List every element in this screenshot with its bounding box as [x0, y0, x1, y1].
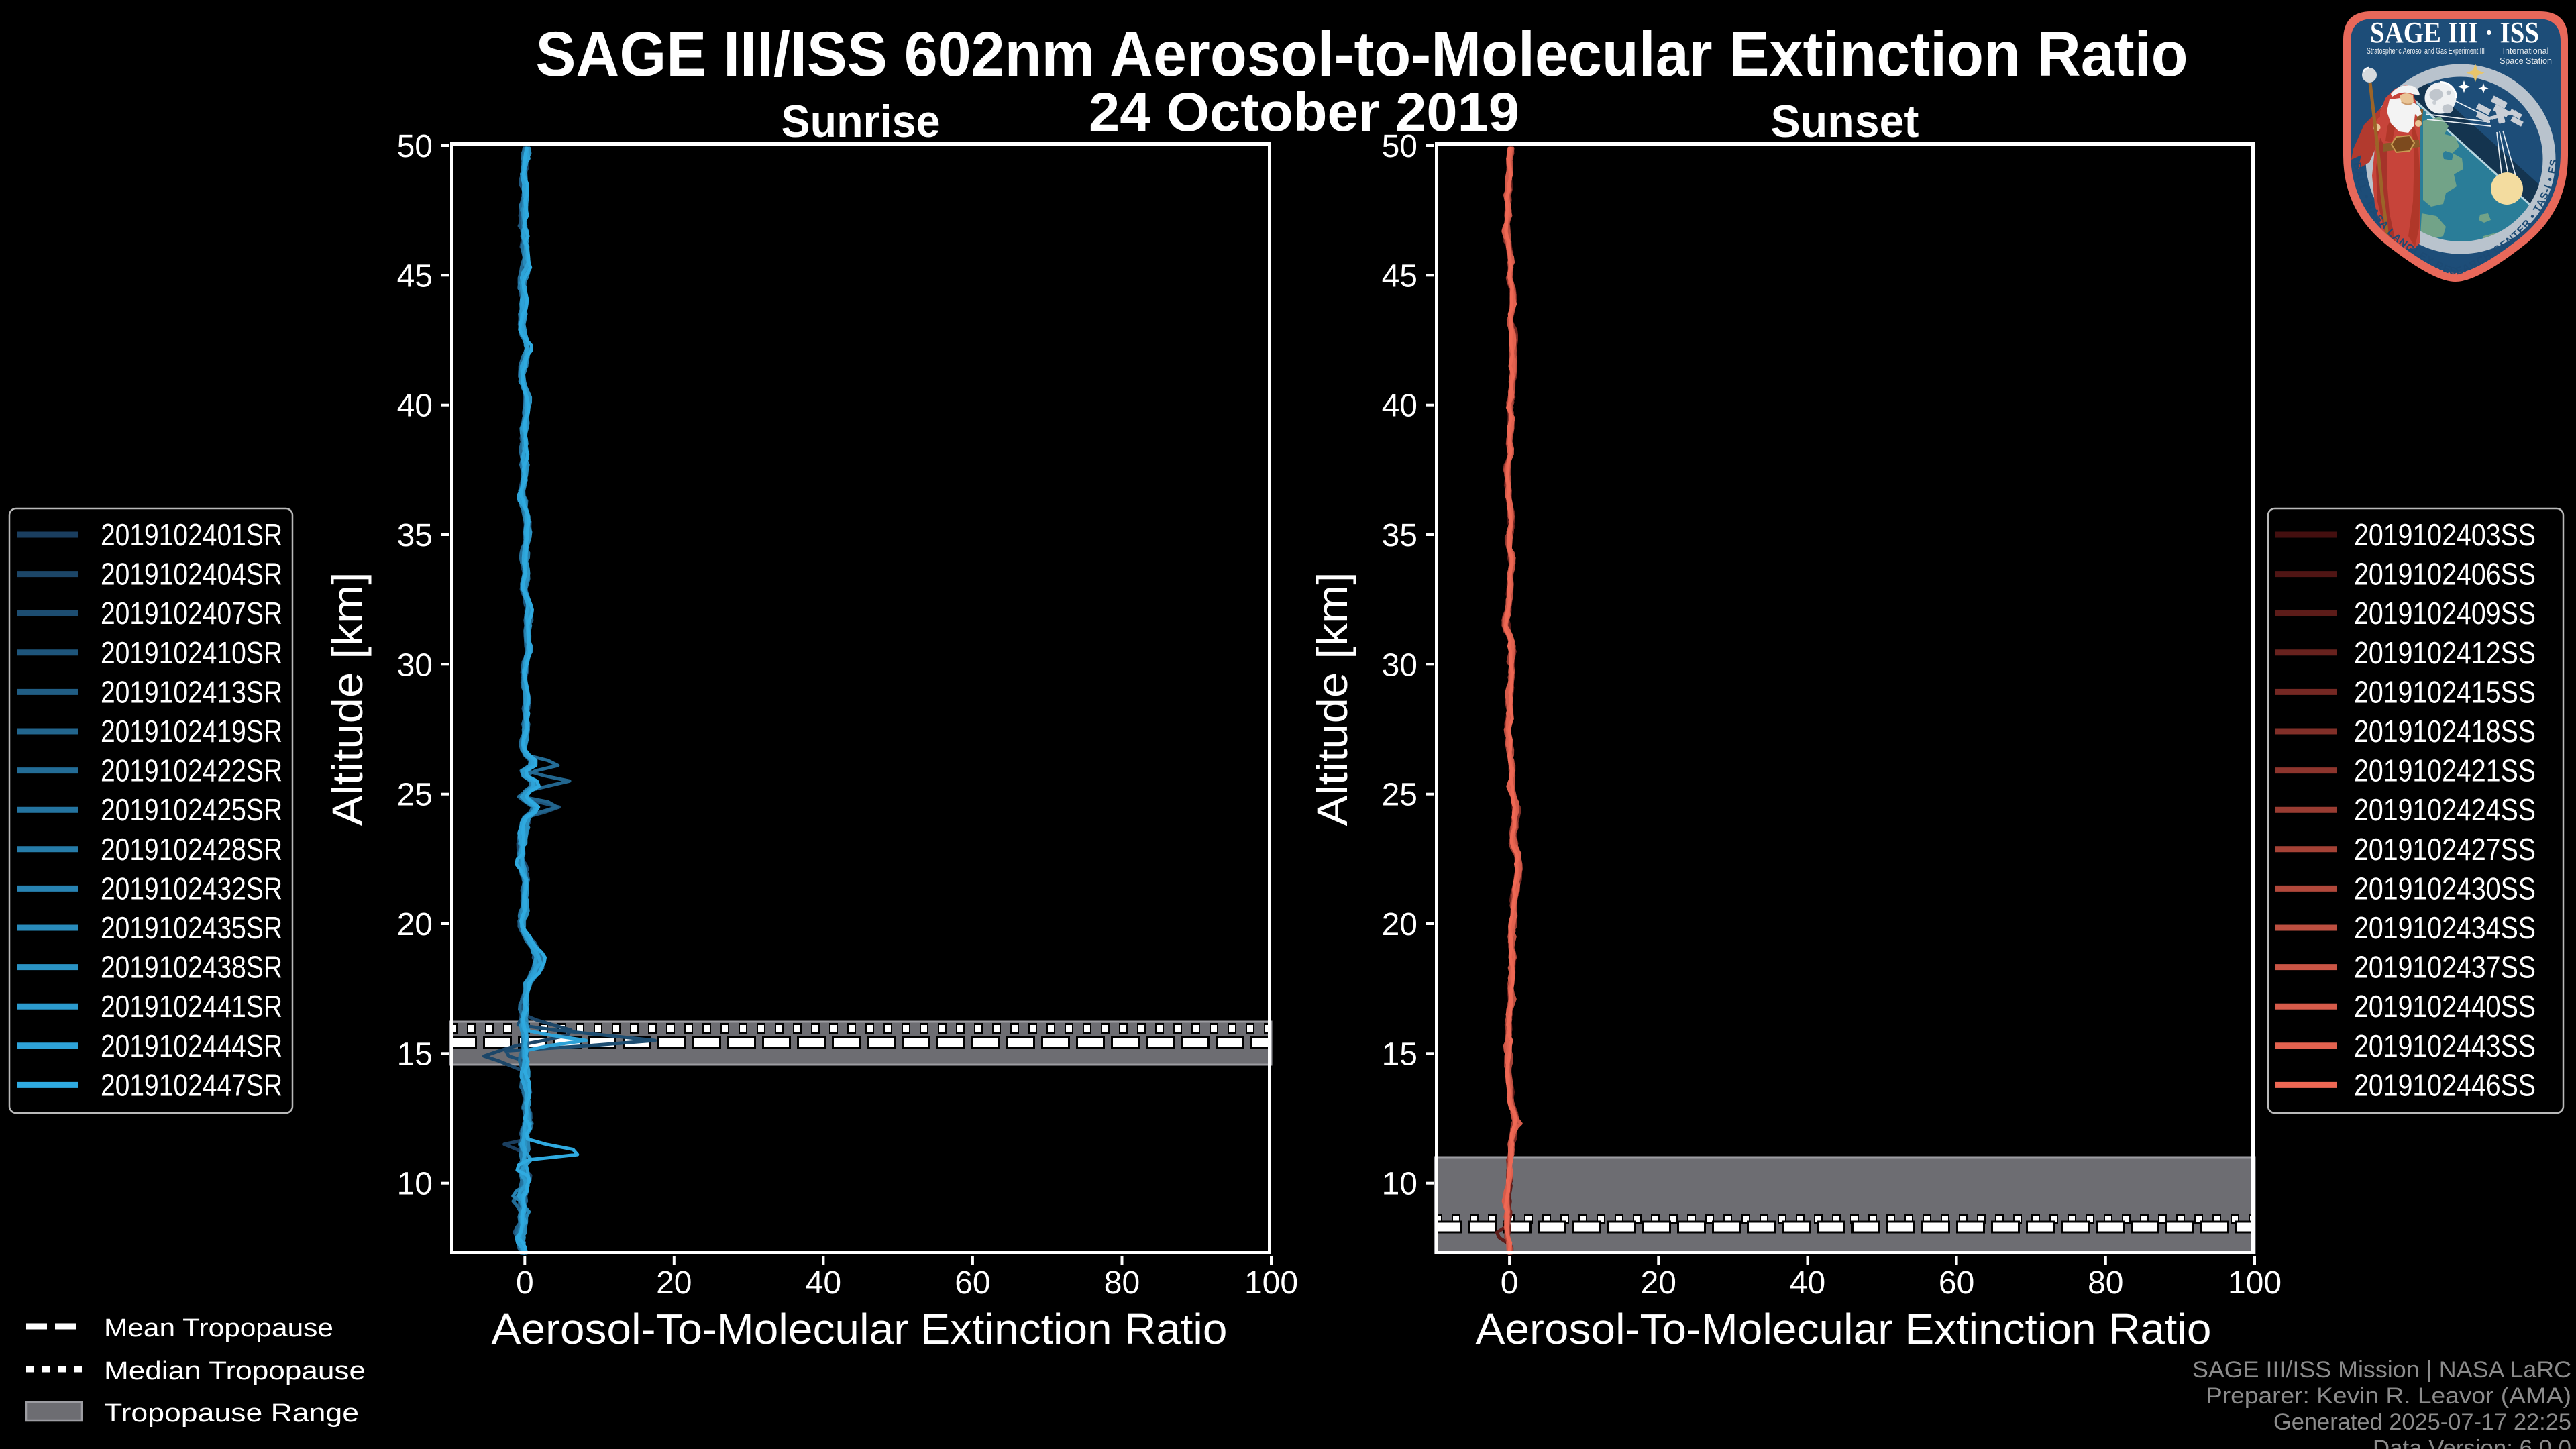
svg-text:Altitude [km]: Altitude [km]	[1308, 572, 1356, 826]
svg-text:0: 0	[1501, 1265, 1519, 1301]
svg-text:35: 35	[397, 518, 433, 553]
svg-text:45: 45	[397, 258, 433, 294]
svg-text:24 October 2019: 24 October 2019	[1089, 82, 1519, 143]
svg-text:Altitude [km]: Altitude [km]	[323, 572, 372, 826]
svg-text:40: 40	[1790, 1265, 1825, 1301]
svg-text:2019102409SS: 2019102409SS	[2354, 596, 2536, 631]
svg-text:40: 40	[397, 388, 433, 424]
svg-text:2019102415SS: 2019102415SS	[2354, 674, 2536, 709]
svg-text:30: 30	[397, 647, 433, 683]
svg-text:Aerosol-To-Molecular Extinctio: Aerosol-To-Molecular Extinction Ratio	[1476, 1305, 2212, 1353]
svg-text:45: 45	[1382, 258, 1417, 294]
svg-text:2019102424SS: 2019102424SS	[2354, 792, 2536, 827]
svg-text:2019102440SS: 2019102440SS	[2354, 989, 2536, 1024]
svg-text:Mean Tropopause: Mean Tropopause	[104, 1314, 333, 1342]
svg-text:2019102419SR: 2019102419SR	[101, 714, 282, 749]
svg-text:Stratospheric Aerosol and Gas: Stratospheric Aerosol and Gas Experiment…	[2367, 46, 2485, 56]
svg-text:SAGE III/ISS 602nm Aerosol-to-: SAGE III/ISS 602nm Aerosol-to-Molecular …	[536, 19, 2188, 90]
svg-text:40: 40	[1382, 388, 1417, 424]
svg-text:2019102422SR: 2019102422SR	[101, 753, 282, 788]
svg-text:15: 15	[1382, 1036, 1417, 1072]
svg-text:Sunrise: Sunrise	[782, 96, 941, 147]
svg-text:2019102427SS: 2019102427SS	[2354, 832, 2536, 867]
svg-text:40: 40	[806, 1265, 841, 1301]
svg-text:Space Station: Space Station	[2500, 56, 2552, 66]
svg-text:20: 20	[1382, 907, 1417, 943]
svg-text:2019102407SR: 2019102407SR	[101, 596, 282, 631]
svg-text:10: 10	[397, 1167, 433, 1202]
svg-text:2019102435SR: 2019102435SR	[101, 910, 282, 945]
svg-text:15: 15	[397, 1036, 433, 1072]
svg-text:0: 0	[516, 1265, 534, 1301]
svg-text:SAGE III · ISS: SAGE III · ISS	[2370, 16, 2539, 49]
svg-text:2019102441SR: 2019102441SR	[101, 989, 282, 1024]
svg-text:10: 10	[1382, 1167, 1417, 1202]
svg-text:2019102438SR: 2019102438SR	[101, 950, 282, 985]
svg-text:25: 25	[397, 777, 433, 813]
svg-text:Generated 2025-07-17 22:25: Generated 2025-07-17 22:25	[2273, 1409, 2571, 1435]
svg-text:2019102443SS: 2019102443SS	[2354, 1028, 2536, 1063]
svg-text:2019102412SS: 2019102412SS	[2354, 635, 2536, 670]
svg-text:2019102404SR: 2019102404SR	[101, 557, 282, 592]
svg-text:80: 80	[2088, 1265, 2123, 1301]
svg-text:2019102401SR: 2019102401SR	[101, 517, 282, 552]
svg-text:20: 20	[397, 907, 433, 943]
svg-text:25: 25	[1382, 777, 1417, 813]
svg-text:20: 20	[1641, 1265, 1676, 1301]
svg-text:2019102444SR: 2019102444SR	[101, 1028, 282, 1063]
svg-text:2019102432SR: 2019102432SR	[101, 871, 282, 906]
svg-text:2019102446SS: 2019102446SS	[2354, 1067, 2536, 1102]
svg-text:80: 80	[1104, 1265, 1140, 1301]
svg-text:60: 60	[1939, 1265, 1974, 1301]
svg-text:100: 100	[2228, 1265, 2282, 1301]
svg-text:20: 20	[656, 1265, 692, 1301]
svg-text:50: 50	[1382, 129, 1417, 164]
svg-text:30: 30	[1382, 647, 1417, 683]
svg-text:2019102430SS: 2019102430SS	[2354, 871, 2536, 906]
svg-text:International: International	[2503, 46, 2549, 56]
svg-text:2019102437SS: 2019102437SS	[2354, 950, 2536, 985]
svg-text:Tropopause Range: Tropopause Range	[104, 1399, 359, 1428]
svg-text:2019102428SR: 2019102428SR	[101, 832, 282, 867]
svg-text:2019102403SS: 2019102403SS	[2354, 517, 2536, 552]
svg-text:Sunset: Sunset	[1771, 96, 1919, 147]
svg-text:60: 60	[955, 1265, 990, 1301]
svg-text:50: 50	[397, 129, 433, 164]
svg-text:2019102421SS: 2019102421SS	[2354, 753, 2536, 788]
svg-text:2019102434SS: 2019102434SS	[2354, 910, 2536, 945]
svg-text:2019102406SS: 2019102406SS	[2354, 557, 2536, 592]
svg-text:2019102410SR: 2019102410SR	[101, 635, 282, 670]
svg-text:SAGE III/ISS Mission | NASA La: SAGE III/ISS Mission | NASA LaRC	[2192, 1357, 2571, 1383]
svg-text:35: 35	[1382, 518, 1417, 553]
svg-text:Preparer: Kevin R. Leavor (AMA: Preparer: Kevin R. Leavor (AMA)	[2206, 1383, 2571, 1409]
svg-text:2019102413SR: 2019102413SR	[101, 674, 282, 709]
svg-text:2019102425SR: 2019102425SR	[101, 792, 282, 827]
svg-text:100: 100	[1244, 1265, 1298, 1301]
svg-text:Median Tropopause: Median Tropopause	[104, 1357, 366, 1385]
svg-text:2019102418SS: 2019102418SS	[2354, 714, 2536, 749]
svg-text:Data Version: 6.0.0: Data Version: 6.0.0	[2373, 1436, 2571, 1449]
svg-text:Aerosol-To-Molecular Extinctio: Aerosol-To-Molecular Extinction Ratio	[492, 1305, 1228, 1353]
svg-text:2019102447SR: 2019102447SR	[101, 1067, 282, 1102]
